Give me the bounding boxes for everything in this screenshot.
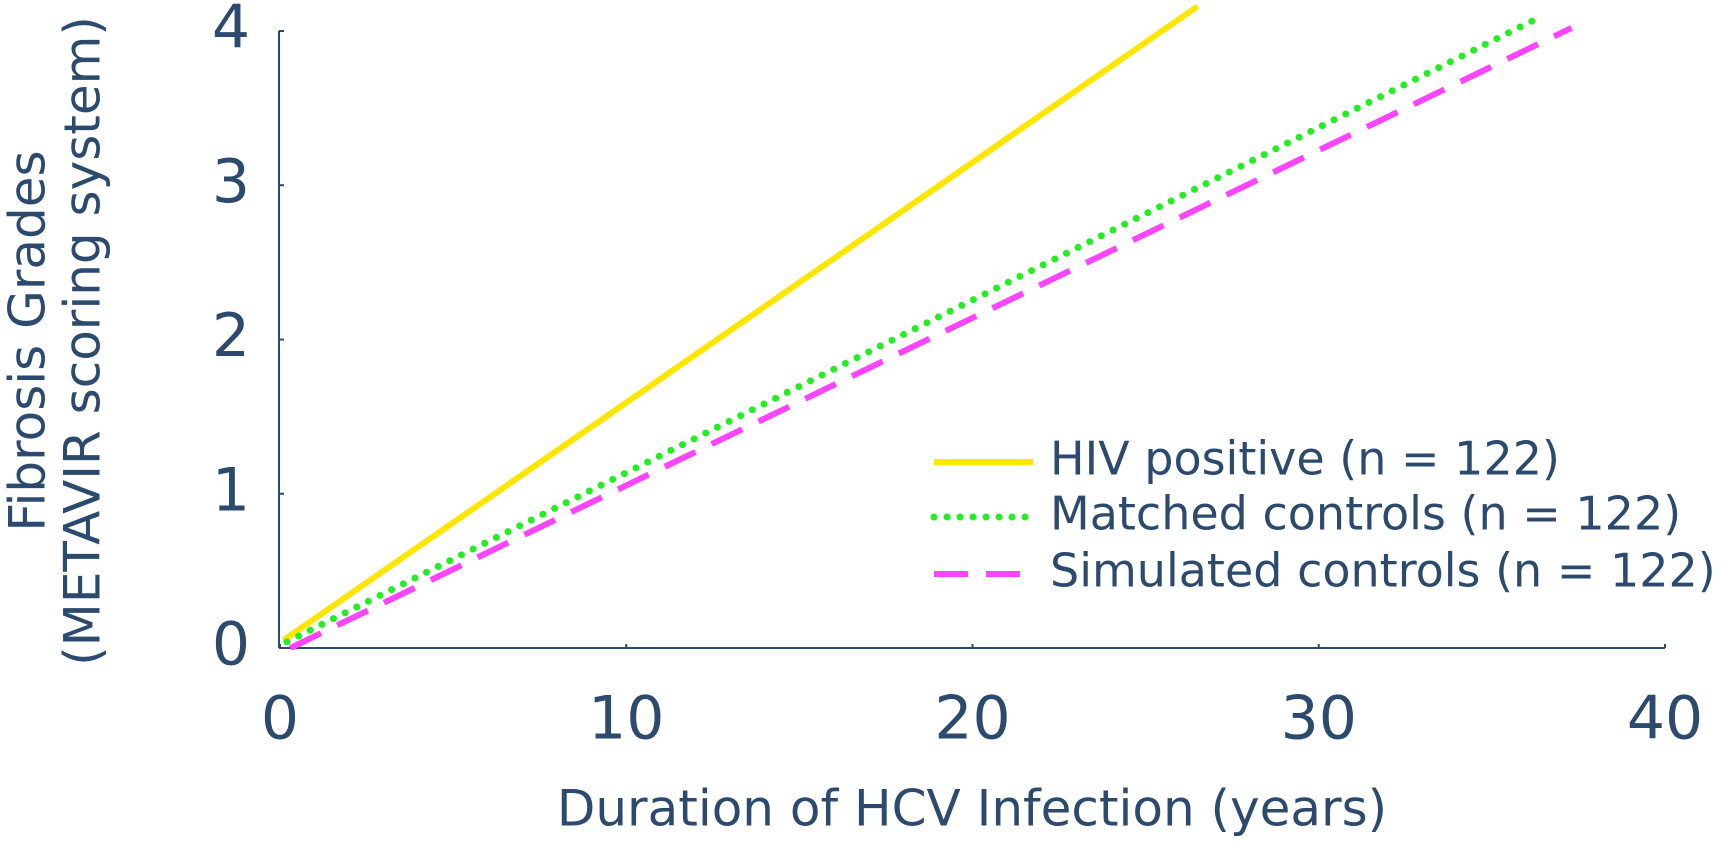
y-tick-label: 0 bbox=[212, 610, 250, 680]
legend-label: Matched controls (n = 122) bbox=[1050, 487, 1681, 541]
y-tick-label: 2 bbox=[212, 301, 250, 371]
legend-label: HIV positive (n = 122) bbox=[1050, 432, 1560, 486]
y-tick-label: 1 bbox=[212, 455, 250, 525]
y-tick-label: 3 bbox=[212, 147, 250, 217]
x-tick-label: 40 bbox=[1627, 684, 1703, 754]
y-axis-label: Fibrosis Grades bbox=[0, 150, 57, 531]
y-axis-label: (METAVIR scoring system) bbox=[54, 16, 112, 666]
x-tick-label: 0 bbox=[261, 684, 299, 754]
series-line bbox=[281, 3, 1200, 643]
legend-label: Simulated controls (n = 122) bbox=[1050, 544, 1716, 598]
x-tick-label: 20 bbox=[934, 684, 1010, 754]
series-line bbox=[289, 25, 1573, 651]
x-axis-label: Duration of HCV Infection (years) bbox=[557, 780, 1387, 838]
x-tick-label: 30 bbox=[1281, 684, 1357, 754]
x-tick-label: 10 bbox=[588, 684, 664, 754]
y-tick-label: 4 bbox=[212, 0, 250, 63]
series-line bbox=[283, 15, 1541, 646]
